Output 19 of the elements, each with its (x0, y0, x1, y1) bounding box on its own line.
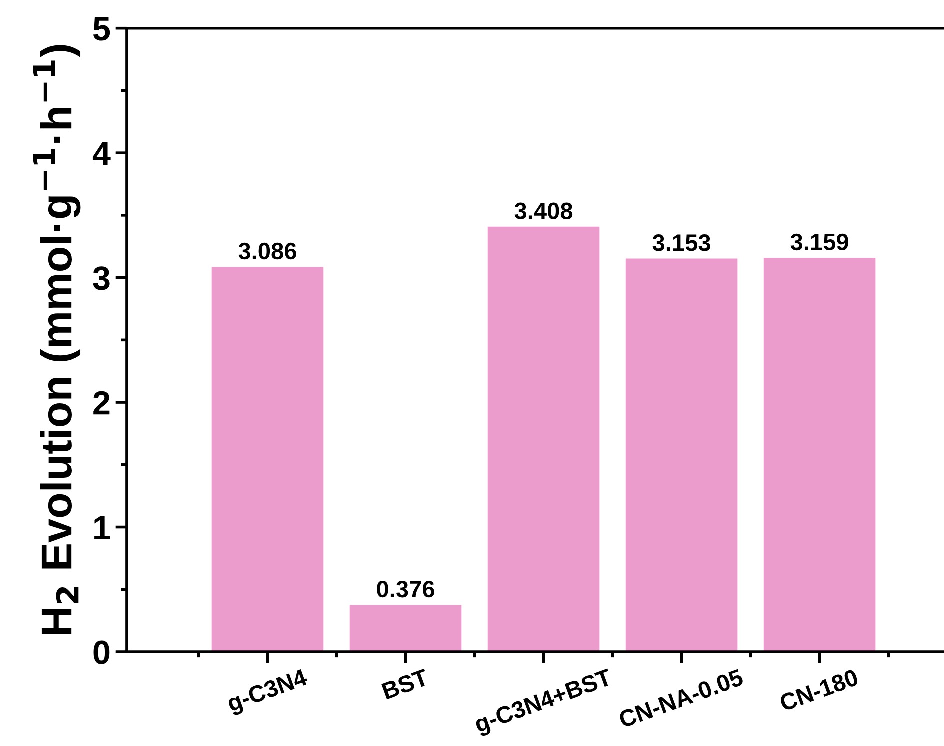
bar (764, 258, 876, 652)
data-label: 3.153 (652, 234, 710, 252)
y-tick-label: 2 (94, 391, 110, 415)
y-tick-label: 4 (92, 142, 111, 166)
data-label: 0.376 (377, 580, 434, 598)
bar (626, 258, 738, 652)
bar (350, 605, 462, 652)
y-tick-label: 1 (94, 516, 110, 540)
x-tick-label: CN-180 (778, 668, 860, 712)
y-tick-label: 0 (94, 640, 110, 664)
x-tick-label: BST (382, 668, 430, 700)
data-label: 3.159 (790, 234, 848, 251)
bar (212, 267, 324, 652)
y-tick-label: 3 (93, 266, 110, 290)
y-tick-label: 5 (93, 17, 110, 41)
y-axis-title: H$_{2}$ Evolution (mmol·g$^{−1}$·h$^{−1}$) (33, 45, 81, 634)
data-label: 3.408 (514, 202, 573, 220)
bar (488, 226, 600, 652)
data-label: 3.086 (238, 242, 296, 260)
